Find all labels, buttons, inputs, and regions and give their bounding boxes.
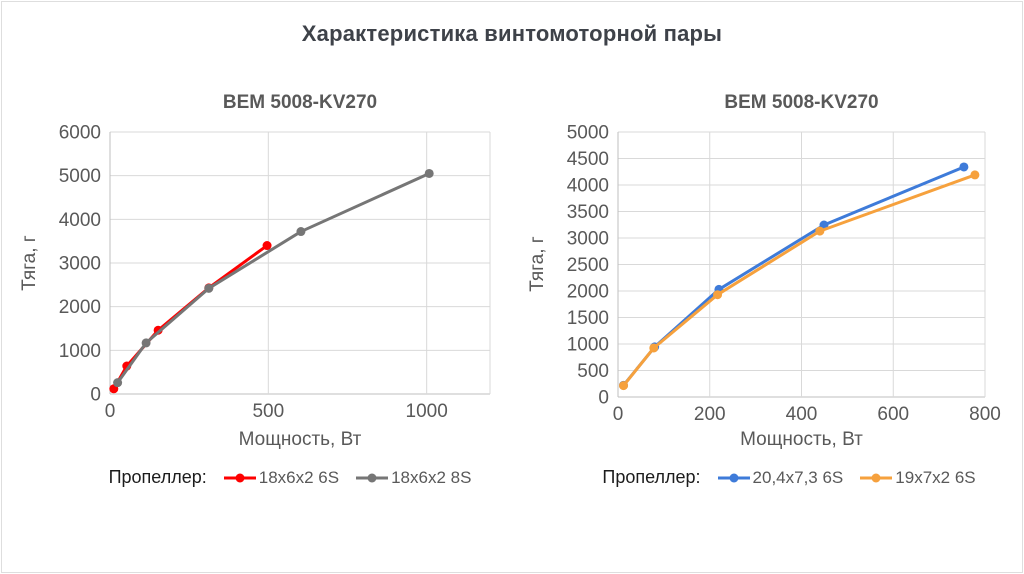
data-point-marker — [141, 338, 151, 348]
chart-right: 0 500 1000 1500 2000 2500 3000 3500 4000 4500 5000… — [514, 86, 1024, 506]
right-chart-y-axis-label: Тяга, г — [527, 236, 548, 292]
y-tick-label: 2000 — [59, 297, 101, 318]
data-point-marker — [424, 168, 434, 178]
data-point-marker — [204, 283, 214, 293]
legend-title: Пропеллер: — [602, 467, 701, 487]
x-tick-label: 0 — [105, 401, 116, 422]
chart-left: 0 1000 2000 3000 4000 5000 6000 0 500 1000 BEM 50… — [2, 86, 514, 506]
legend-item: 18x6x2 8S — [355, 468, 471, 488]
x-tick-label: 800 — [969, 404, 1001, 425]
legend-item: 18x6x2 6S — [223, 468, 339, 488]
left-chart-y-axis-label: Тяга, г — [19, 235, 40, 291]
right-chart-legend: Пропеллер: 20,4x7,3 6S 19x7x2 6S — [574, 467, 1004, 488]
y-tick-label: 6000 — [59, 123, 101, 144]
series-marker-icon — [717, 473, 750, 482]
right-chart-x-axis-label: Мощность, Вт — [740, 429, 863, 450]
y-tick-label: 2500 — [567, 255, 609, 276]
legend-item: 19x7x2 6S — [859, 467, 976, 488]
y-tick-label: 0 — [598, 388, 609, 409]
data-point-marker — [113, 378, 123, 388]
left-chart-plot-area: 0 1000 2000 3000 4000 5000 6000 0 500 1000 — [59, 123, 491, 422]
y-tick-label: 5000 — [59, 166, 101, 187]
series-marker-icon — [356, 473, 389, 482]
x-tick-label: 600 — [877, 404, 909, 425]
legend-item-label: 20,4x7,3 6S — [752, 467, 844, 487]
legend-title: Пропеллер: — [108, 467, 207, 487]
y-tick-label: 0 — [90, 385, 101, 406]
data-point-marker — [959, 162, 969, 172]
series-line — [622, 173, 977, 388]
y-tick-label: 3000 — [59, 254, 101, 275]
data-point-marker — [970, 170, 980, 180]
data-point-marker — [713, 290, 723, 300]
legend-item-label: 18x6x2 6S — [258, 467, 340, 487]
legend-item: 20,4x7,3 6S — [717, 467, 844, 488]
x-tick-label: 0 — [613, 404, 624, 425]
y-tick-label: 500 — [577, 361, 609, 382]
page-title: Характеристика винтомоторной пары — [301, 21, 723, 46]
y-tick-label: 4000 — [567, 176, 609, 197]
right-chart-plot-area: 0500100015002000250030003500400045005000… — [567, 123, 1001, 426]
series-marker-icon — [860, 473, 893, 482]
x-tick-label: 200 — [694, 404, 726, 425]
data-point-marker — [296, 227, 306, 237]
x-tick-label: 400 — [786, 404, 818, 425]
series-marker-icon — [223, 473, 256, 482]
series-line — [622, 165, 966, 387]
y-tick-label: 3500 — [567, 202, 609, 223]
left-chart-x-axis-label: Мощность, Вт — [238, 429, 362, 450]
data-point-marker — [815, 226, 825, 236]
data-point-marker — [262, 241, 272, 251]
data-point-marker — [649, 343, 659, 353]
x-tick-label: 1000 — [406, 401, 448, 422]
left-chart-title: BEM 5008-KV270 — [222, 92, 378, 113]
y-tick-label: 4000 — [59, 210, 101, 231]
y-tick-label: 4500 — [567, 149, 609, 170]
y-tick-label: 5000 — [567, 123, 609, 144]
y-tick-label: 1000 — [567, 335, 609, 356]
y-tick-label: 1500 — [567, 308, 609, 329]
y-tick-label: 3000 — [567, 229, 609, 250]
legend-item-label: 18x6x2 8S — [391, 467, 472, 487]
right-chart-title: BEM 5008-KV270 — [724, 92, 879, 113]
left-chart-legend: Пропеллер: 18x6x2 6S 18x6x2 8S — [90, 467, 490, 488]
y-tick-label: 2000 — [567, 282, 609, 303]
legend-item-label: 19x7x2 6S — [895, 467, 976, 487]
y-tick-label: 1000 — [59, 341, 101, 362]
data-point-marker — [619, 381, 629, 391]
x-tick-label: 500 — [252, 401, 284, 422]
series-line — [116, 171, 431, 385]
